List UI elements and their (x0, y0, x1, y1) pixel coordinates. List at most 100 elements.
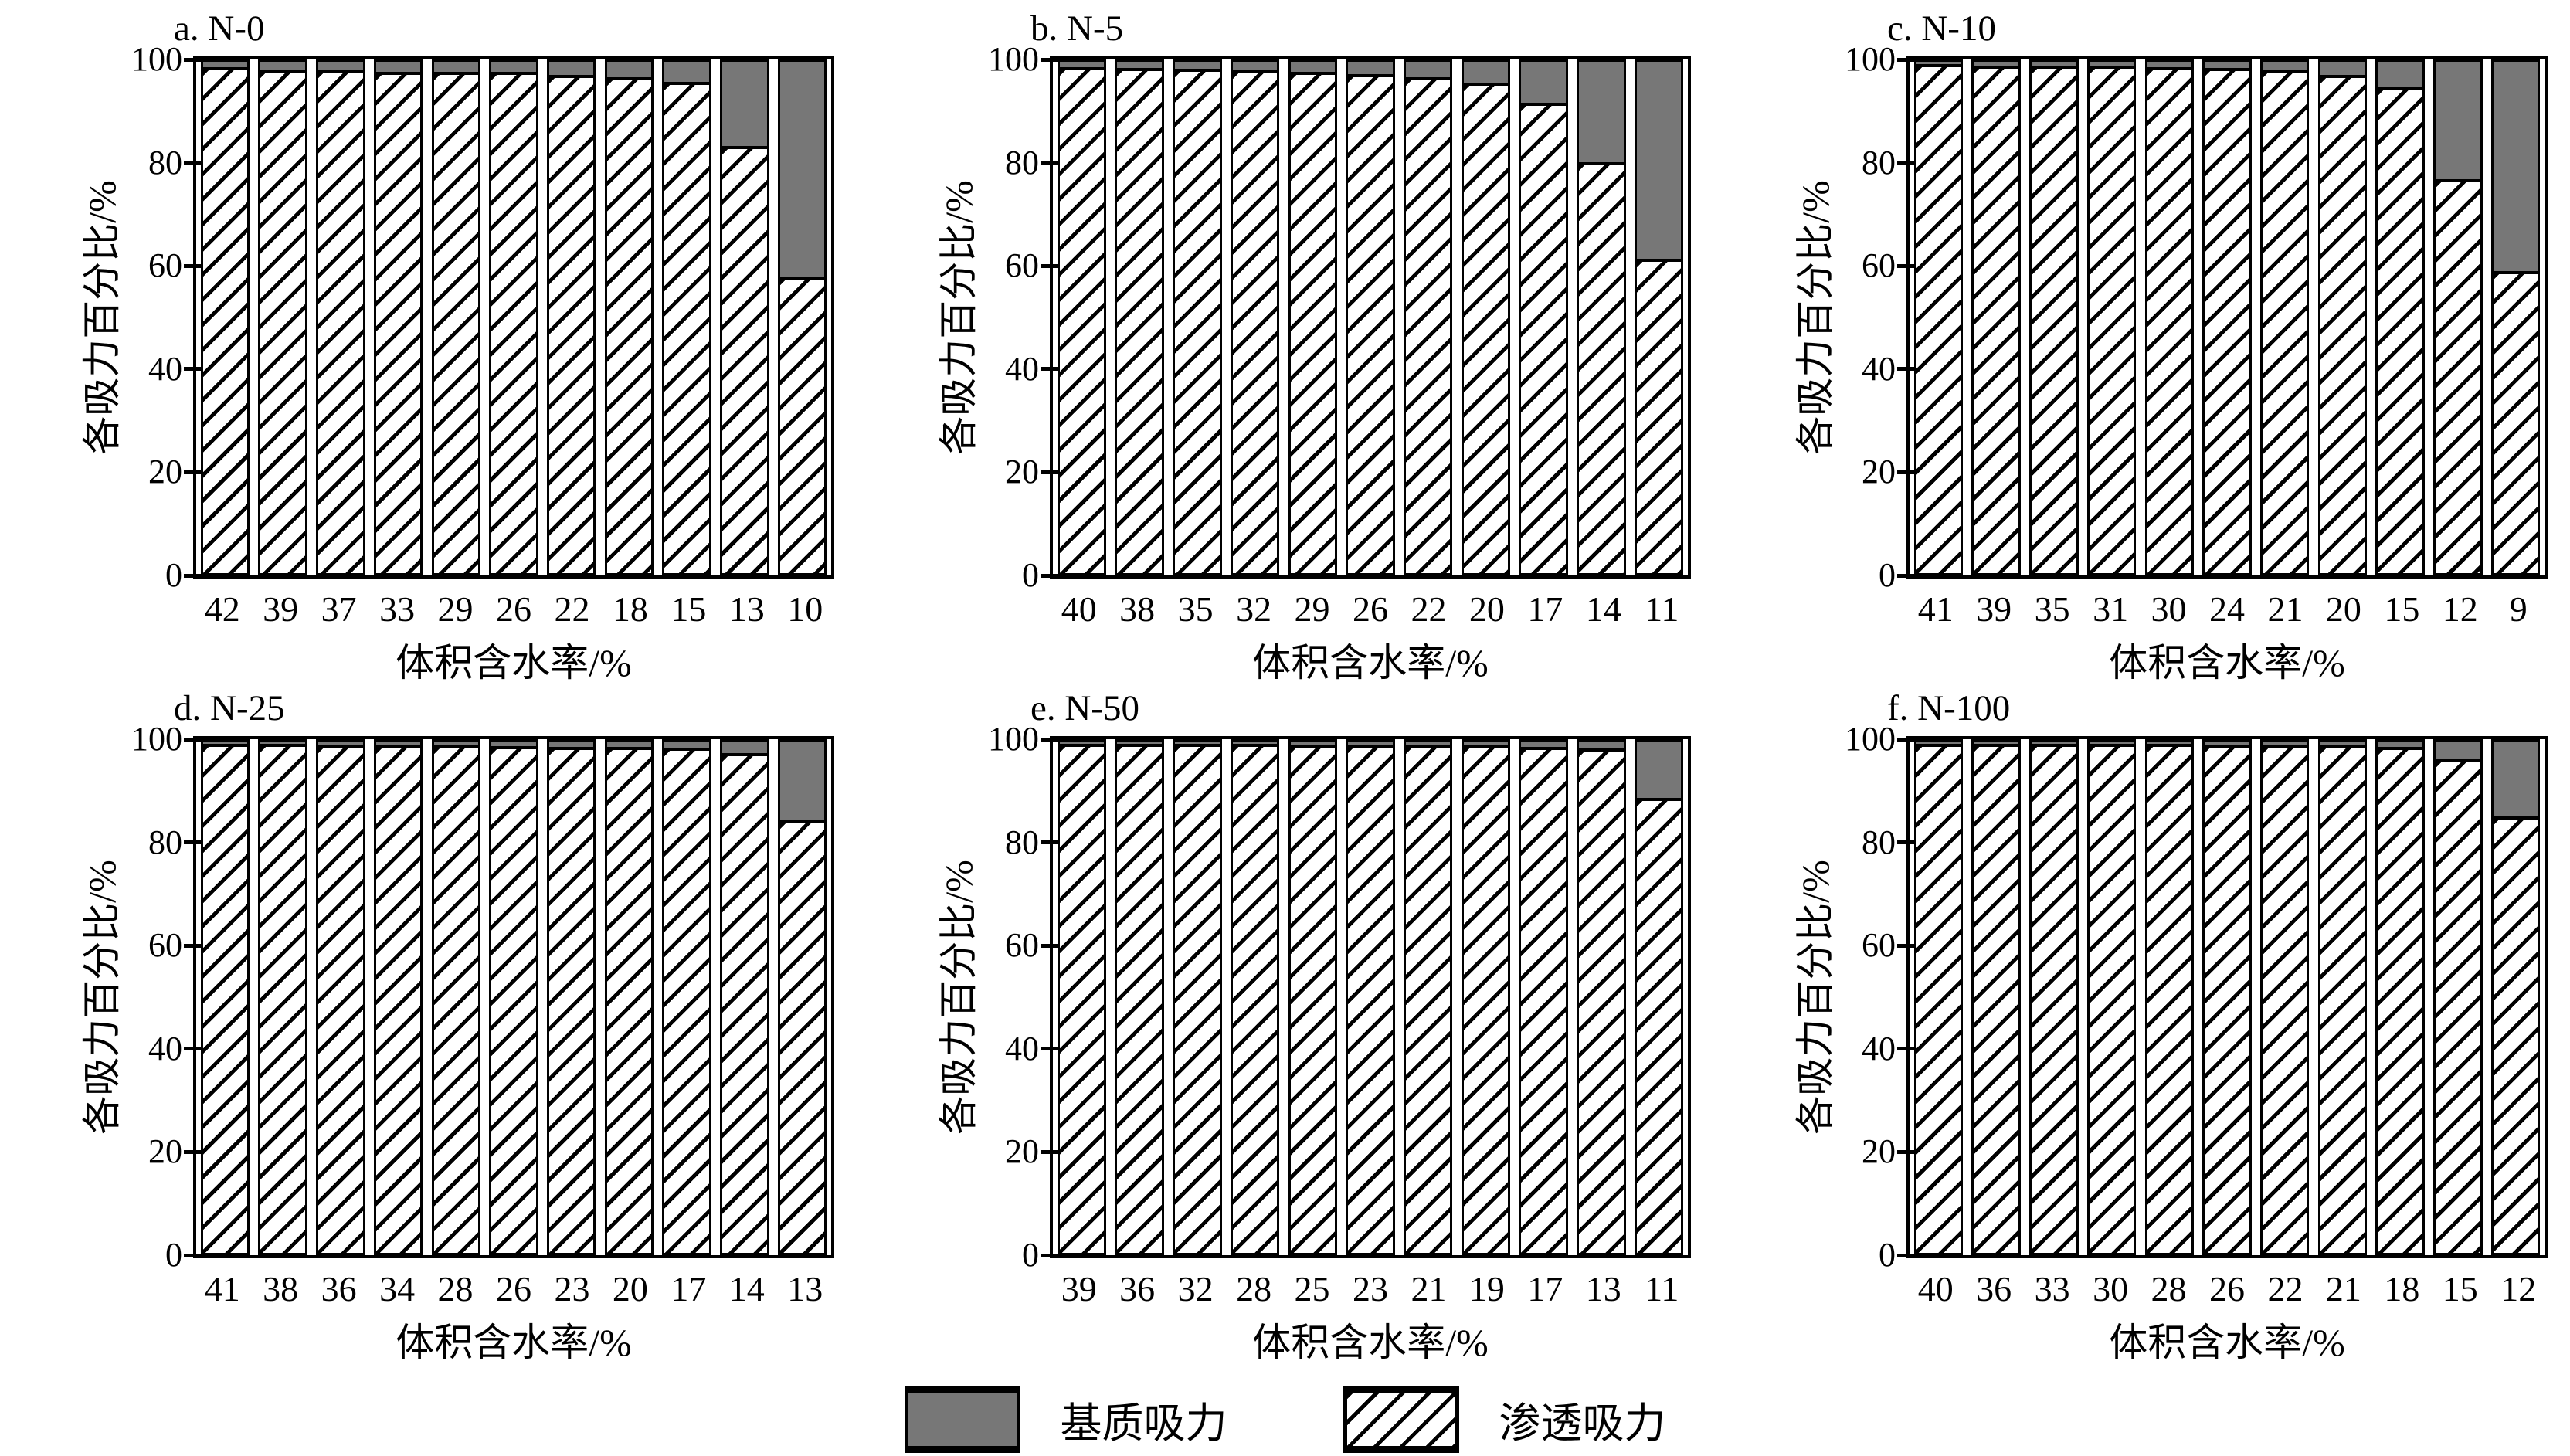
bar-segment-osmotic-hatched (1059, 66, 1105, 573)
y-tick-label: 60 (1862, 246, 1896, 285)
y-tick-mark (184, 1253, 207, 1257)
x-axis-label: 体积含水率/% (1252, 641, 1489, 684)
x-tick-label: 33 (379, 589, 416, 629)
bar-segment-osmotic-hatched (1579, 162, 1624, 573)
y-tick-mark (1041, 1047, 1064, 1051)
bar-42 (200, 59, 250, 575)
y-tick-mark (184, 57, 207, 62)
bar-segment-matric-gray (1579, 742, 1624, 748)
x-tick-label: 38 (263, 1269, 299, 1308)
bar-segment-osmotic-hatched (1974, 65, 2018, 573)
bar-segment-osmotic-hatched (491, 72, 536, 573)
bar-segment-matric-gray (1974, 742, 2018, 744)
x-tick-label: 20 (2325, 589, 2361, 629)
bar-segment-osmotic-hatched (1463, 83, 1509, 573)
x-tick-row: 39 36 32 28 25 23 21 19 17 13 11 (1050, 1271, 1691, 1308)
y-tick-mark (1897, 1253, 1920, 1257)
bar-13 (720, 59, 769, 575)
bar-9 (2490, 59, 2541, 575)
y-tick-mark (1041, 57, 1064, 62)
bar-22 (546, 59, 596, 575)
bar-18 (2375, 739, 2425, 1255)
y-tick-mark (1041, 840, 1064, 845)
bar-36 (1115, 739, 1164, 1255)
bar-segment-matric-gray (1916, 62, 1961, 65)
bar-37 (316, 59, 365, 575)
bar-segment-osmotic-hatched (1579, 748, 1624, 1253)
bar-26 (489, 59, 538, 575)
bar-segment-osmotic-hatched (202, 66, 248, 573)
x-tick-label: 34 (379, 1269, 416, 1308)
bar-19 (1461, 739, 1511, 1255)
bar-35 (2029, 59, 2079, 575)
bar-segment-osmotic-hatched (260, 744, 305, 1253)
legend: 基质吸力 渗透吸力 (0, 1383, 2570, 1456)
y-tick-label: 20 (148, 1132, 182, 1171)
x-tick-label: 24 (2208, 589, 2245, 629)
bar-segment-osmotic-hatched (2089, 744, 2134, 1253)
y-tick-mark (1897, 737, 1920, 742)
bar-17 (1519, 739, 1568, 1255)
bar-segment-osmotic-hatched (606, 76, 652, 573)
bar-segment-matric-gray (1290, 742, 1336, 745)
y-tick-label: 40 (148, 349, 182, 388)
y-tick-mark (184, 161, 207, 165)
bar-segment-osmotic-hatched (2320, 74, 2365, 573)
x-tick-label: 10 (787, 589, 823, 629)
x-tick-label: 18 (2384, 1269, 2420, 1308)
bar-26 (489, 739, 538, 1255)
y-tick-label: 40 (1862, 349, 1896, 388)
plot-area (1041, 736, 1691, 1258)
x-tick-label: 17 (671, 1269, 707, 1308)
y-tick-label: 60 (148, 926, 182, 965)
bar-segment-osmotic-hatched (722, 753, 767, 1253)
x-tick-label: 18 (612, 589, 648, 629)
bar-segment-osmotic-hatched (548, 746, 594, 1253)
x-tick-label: 20 (612, 1269, 648, 1308)
bar-segment-osmotic-hatched (2262, 69, 2307, 573)
y-tick-label: 0 (1022, 556, 1039, 594)
bar-36 (316, 739, 365, 1255)
x-tick-label: 11 (1645, 589, 1679, 629)
bar-segment-osmotic-hatched (2147, 744, 2192, 1253)
bar-segment-matric-gray (1974, 62, 2018, 66)
x-tick-row: 41 39 35 31 30 24 21 20 15 12 9 (1906, 591, 2548, 628)
y-axis-label: 各吸力百分比/% (937, 860, 980, 1135)
bar-segment-osmotic-hatched (664, 82, 709, 573)
bar-33 (373, 59, 423, 575)
bar-segment-osmotic-hatched (779, 277, 825, 573)
y-tick-label: 0 (1022, 1236, 1039, 1274)
x-tick-label: 12 (2442, 589, 2478, 629)
x-tick-label: 36 (1119, 1269, 1156, 1308)
bar-41 (1913, 59, 1964, 575)
plot-area (184, 736, 834, 1258)
bar-22 (2259, 739, 2310, 1255)
bar-38 (1115, 59, 1164, 575)
bar-segment-matric-gray (2262, 62, 2307, 70)
bar-21 (2317, 739, 2368, 1255)
bar-segment-matric-gray (2436, 62, 2480, 180)
bar-segment-matric-gray (202, 742, 248, 744)
y-tick-label: 100 (1845, 40, 1896, 78)
bar-segment-matric-gray (2320, 62, 2365, 75)
x-tick-label: 40 (1917, 1269, 1954, 1308)
bar-34 (373, 739, 423, 1255)
bar-segment-matric-gray (1636, 742, 1682, 798)
y-tick-mark (184, 263, 207, 268)
x-tick-label: 17 (1527, 1269, 1563, 1308)
x-tick-label: 22 (1411, 589, 1447, 629)
y-tick-label: 20 (1005, 1132, 1039, 1171)
bar-17 (662, 739, 711, 1255)
x-tick-label: 39 (263, 589, 299, 629)
bar-15 (662, 59, 711, 575)
bar-segment-osmotic-hatched (2147, 66, 2192, 573)
plot-area (1041, 56, 1691, 579)
bar-segment-osmotic-hatched (1521, 746, 1566, 1253)
bar-segment-matric-gray (1405, 742, 1451, 745)
bar-segment-matric-gray (1117, 742, 1162, 744)
bar-10 (777, 59, 827, 575)
y-tick-mark (184, 1149, 207, 1154)
bar-segment-osmotic-hatched (1521, 102, 1566, 573)
x-tick-label: 35 (2034, 589, 2070, 629)
bar-segment-matric-gray (606, 742, 652, 747)
